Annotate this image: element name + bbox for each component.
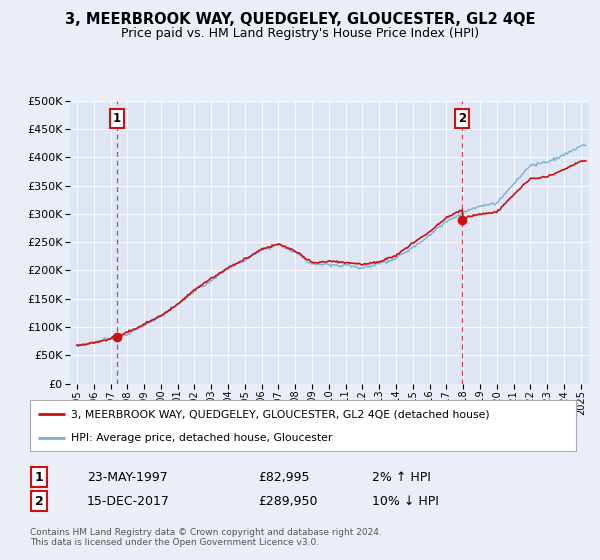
Text: £289,950: £289,950 — [258, 494, 317, 508]
Text: 2% ↑ HPI: 2% ↑ HPI — [372, 470, 431, 484]
Text: Price paid vs. HM Land Registry's House Price Index (HPI): Price paid vs. HM Land Registry's House … — [121, 27, 479, 40]
Text: 2: 2 — [35, 494, 43, 508]
Text: 1: 1 — [113, 113, 121, 125]
Text: 10% ↓ HPI: 10% ↓ HPI — [372, 494, 439, 508]
Text: 23-MAY-1997: 23-MAY-1997 — [87, 470, 168, 484]
Text: 2: 2 — [458, 113, 466, 125]
Text: 3, MEERBROOK WAY, QUEDGELEY, GLOUCESTER, GL2 4QE (detached house): 3, MEERBROOK WAY, QUEDGELEY, GLOUCESTER,… — [71, 409, 490, 419]
Text: 15-DEC-2017: 15-DEC-2017 — [87, 494, 170, 508]
Text: 1: 1 — [35, 470, 43, 484]
Text: £82,995: £82,995 — [258, 470, 310, 484]
Text: HPI: Average price, detached house, Gloucester: HPI: Average price, detached house, Glou… — [71, 433, 332, 443]
Text: 3, MEERBROOK WAY, QUEDGELEY, GLOUCESTER, GL2 4QE: 3, MEERBROOK WAY, QUEDGELEY, GLOUCESTER,… — [65, 12, 535, 27]
Text: Contains HM Land Registry data © Crown copyright and database right 2024.
This d: Contains HM Land Registry data © Crown c… — [30, 528, 382, 547]
